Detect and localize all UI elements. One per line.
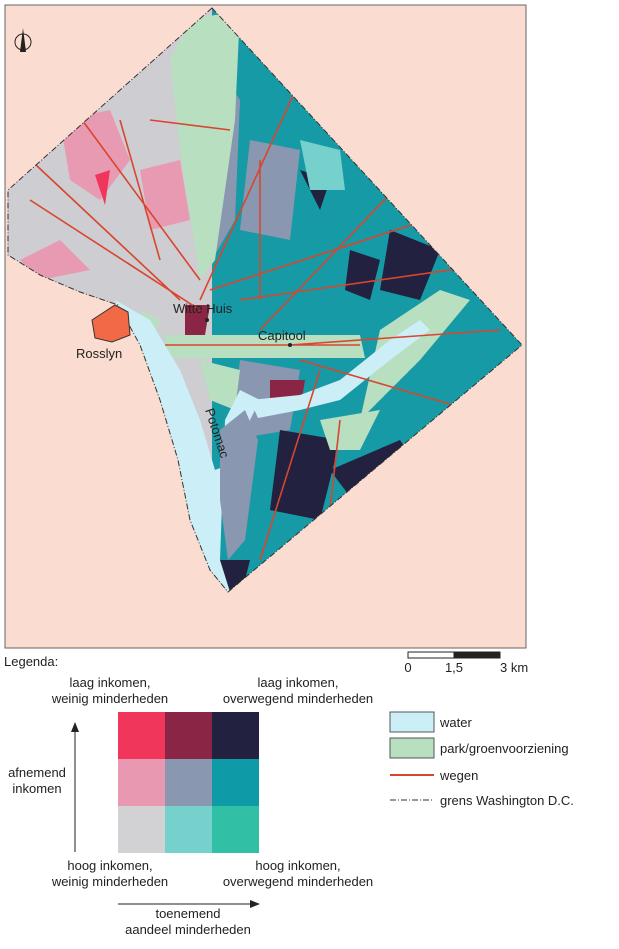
legend: Legenda: laag inkomen, weinig minderhede… bbox=[4, 654, 574, 937]
axis-label: toenemend bbox=[155, 906, 220, 921]
legend-title: Legenda: bbox=[4, 654, 58, 669]
legend-item: water bbox=[439, 715, 472, 730]
scale-bar: 0 1,5 3 km bbox=[404, 651, 528, 675]
bivariate-grid bbox=[118, 712, 259, 853]
label-capitol: Capitool bbox=[258, 328, 306, 343]
north-arrow bbox=[14, 28, 32, 52]
legend-item: park/groenvoorziening bbox=[440, 741, 569, 756]
scale-label: 0 bbox=[404, 660, 411, 675]
label-rosslyn: Rosslyn bbox=[76, 346, 122, 361]
map: Witte Huis Capitool Rosslyn Potomac 0 1,… bbox=[4, 4, 528, 675]
axis-label: inkomen bbox=[12, 781, 61, 796]
scale-label: 3 km bbox=[500, 660, 528, 675]
legend-item: grens Washington D.C. bbox=[440, 793, 574, 808]
corner-label: weinig minderheden bbox=[51, 691, 168, 706]
corner-label: overwegend minderheden bbox=[223, 691, 373, 706]
corner-label: laag inkomen, bbox=[70, 675, 151, 690]
axis-label: aandeel minderheden bbox=[125, 922, 251, 937]
corner-label: weinig minderheden bbox=[51, 874, 168, 889]
axis-label: afnemend bbox=[8, 765, 66, 780]
legend-item: wegen bbox=[439, 768, 478, 783]
corner-label: hoog inkomen, bbox=[67, 858, 152, 873]
label-white-house: Witte Huis bbox=[173, 301, 233, 316]
corner-label: laag inkomen, bbox=[258, 675, 339, 690]
corner-label: hoog inkomen, bbox=[255, 858, 340, 873]
scale-label: 1,5 bbox=[445, 660, 463, 675]
corner-label: overwegend minderheden bbox=[223, 874, 373, 889]
